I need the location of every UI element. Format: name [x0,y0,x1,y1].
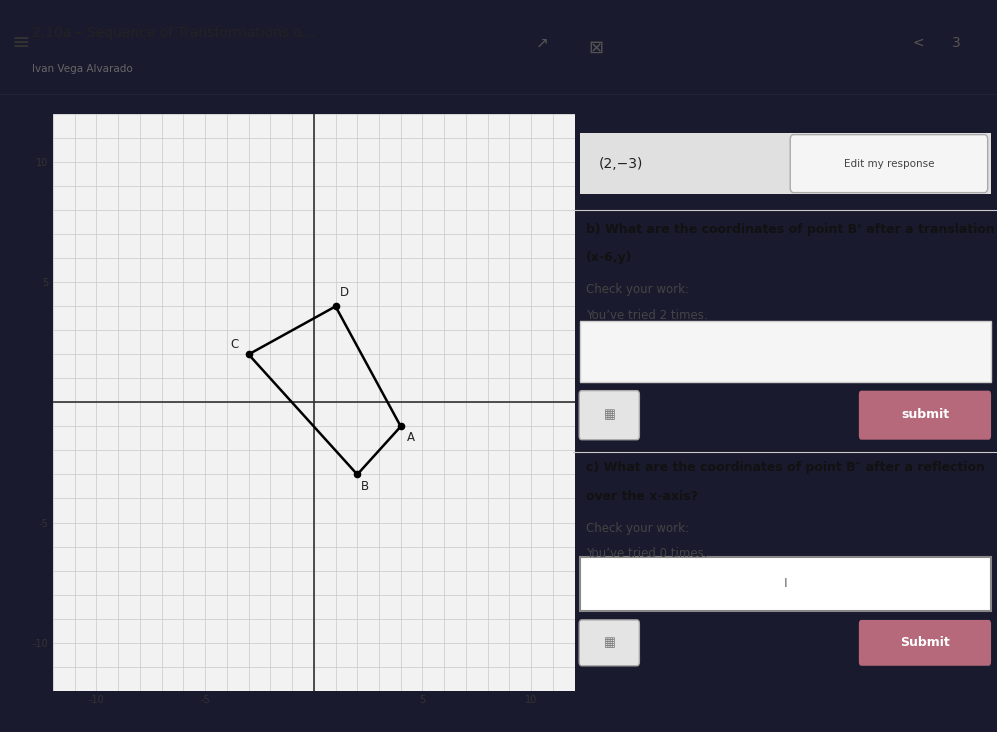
Text: B: B [361,480,369,493]
Text: 3: 3 [952,36,961,50]
FancyBboxPatch shape [579,321,991,381]
FancyBboxPatch shape [579,133,991,194]
FancyBboxPatch shape [791,135,988,193]
Text: 2.10a – Sequence of Transformations o...: 2.10a – Sequence of Transformations o... [32,26,315,40]
FancyBboxPatch shape [579,391,639,440]
FancyBboxPatch shape [579,557,991,611]
Text: c) What are the coordinates of point B″ after a reflection: c) What are the coordinates of point B″ … [586,461,985,474]
Text: Submit: Submit [900,636,950,649]
Text: ≡: ≡ [12,33,31,53]
Text: Ivan Vega Alvarado: Ivan Vega Alvarado [32,64,133,73]
Text: Check your work:: Check your work: [586,522,689,535]
Text: (x-6,y): (x-6,y) [586,251,632,264]
Text: Edit my response: Edit my response [843,159,934,169]
Text: You’ve tried 2 times.: You’ve tried 2 times. [586,308,708,321]
FancyBboxPatch shape [858,391,991,440]
Text: ▦: ▦ [603,408,615,422]
Text: b) What are the coordinates of point B’ after a translation: b) What are the coordinates of point B’ … [586,223,995,236]
Text: ↗: ↗ [535,35,548,51]
Text: <: < [912,36,924,50]
Text: A: A [407,431,416,444]
Text: over the x-axis?: over the x-axis? [586,490,698,503]
FancyBboxPatch shape [858,620,991,666]
Text: (2,−3): (2,−3) [598,157,643,171]
Text: Check your work:: Check your work: [586,283,689,296]
Text: ⊠: ⊠ [588,39,603,56]
Text: I: I [784,577,787,590]
Text: ▦: ▦ [603,636,615,649]
Text: C: C [230,338,238,351]
Text: submit: submit [901,408,949,422]
FancyBboxPatch shape [579,620,639,666]
Text: D: D [340,285,349,299]
Text: You’ve tried 0 times.: You’ve tried 0 times. [586,548,708,560]
